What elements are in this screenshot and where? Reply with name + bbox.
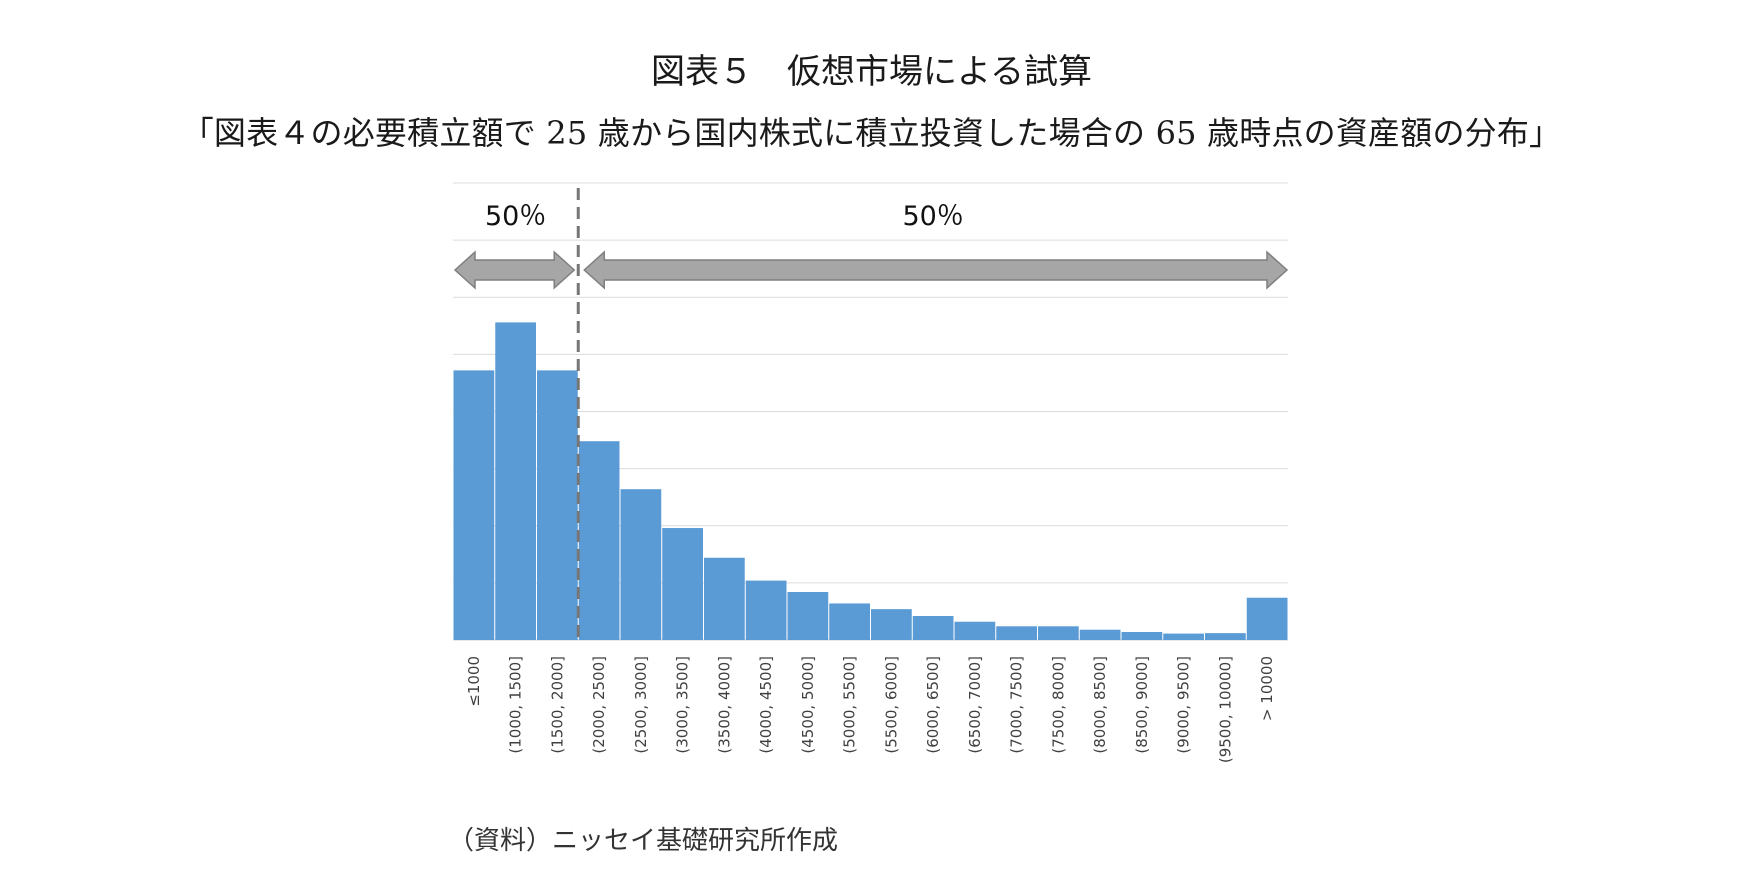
x-tick-label: (1000, 1500] xyxy=(507,656,525,754)
x-tick-label: (7000, 7500] xyxy=(1008,656,1026,754)
bar xyxy=(662,528,703,640)
bar xyxy=(996,626,1037,640)
x-tick-label: (2500, 3000] xyxy=(632,656,650,754)
x-tick-label: (7500, 8000] xyxy=(1049,656,1067,754)
bar xyxy=(537,370,578,640)
x-tick-label: (1500, 2000] xyxy=(548,656,566,754)
bar xyxy=(787,592,829,640)
x-tick-label: (9000, 9500] xyxy=(1175,656,1193,754)
x-tick-label: (5500, 6000] xyxy=(882,656,900,754)
bar xyxy=(1038,626,1079,640)
gridlines xyxy=(453,182,1288,641)
x-tick-label: (8000, 8500] xyxy=(1091,656,1109,754)
x-tick-label: ≤1000 xyxy=(465,656,483,707)
bar xyxy=(1121,632,1163,640)
bar xyxy=(704,557,745,640)
bar xyxy=(453,370,495,640)
x-tick-label: (6000, 6500] xyxy=(924,656,942,754)
x-tick-label: (2000, 2500] xyxy=(590,656,608,754)
x-tick-label: (4000, 4500] xyxy=(757,656,775,754)
figure-subtitle: 「図表４の必要積立額で 25 歳から国内株式に積立投資した場合の 65 歳時点の… xyxy=(181,114,1562,152)
x-tick-label: (4500, 5000] xyxy=(799,656,817,754)
bar xyxy=(871,609,912,640)
bars xyxy=(453,322,1288,640)
x-tick-label: (9500, 10000] xyxy=(1216,656,1234,763)
source-note: （資料）ニッセイ基礎研究所作成 xyxy=(448,826,839,856)
bar xyxy=(954,621,996,640)
bar xyxy=(1246,597,1288,640)
x-tick-label: (3000, 3500] xyxy=(674,656,692,754)
bar xyxy=(1079,629,1121,640)
right-double-arrow xyxy=(583,250,1289,290)
x-tick-label: > 10000 xyxy=(1258,656,1276,721)
x-tick-label: (8500, 9000] xyxy=(1133,656,1151,754)
bar xyxy=(578,441,620,640)
bar xyxy=(912,616,954,640)
right-share-label: 50％ xyxy=(902,201,963,232)
bar xyxy=(829,603,870,640)
bar xyxy=(495,322,536,640)
figure-title: 図表５ 仮想市場による試算 xyxy=(651,52,1092,92)
left-double-arrow xyxy=(453,250,576,290)
annotations: 50％ 50％ xyxy=(453,188,1289,640)
left-share-label: 50％ xyxy=(485,201,546,232)
x-tick-labels: ≤1000 (1000, 1500] (1500, 2000] (2000, 2500… xyxy=(465,656,1276,763)
bar xyxy=(1163,633,1204,640)
bar xyxy=(1205,633,1246,640)
x-tick-label: (6500, 7000] xyxy=(966,656,984,754)
bar xyxy=(620,489,662,640)
x-tick-label: (3500, 4000] xyxy=(715,656,733,754)
bar xyxy=(745,580,787,640)
x-tick-label: (5000, 5500] xyxy=(841,656,859,754)
